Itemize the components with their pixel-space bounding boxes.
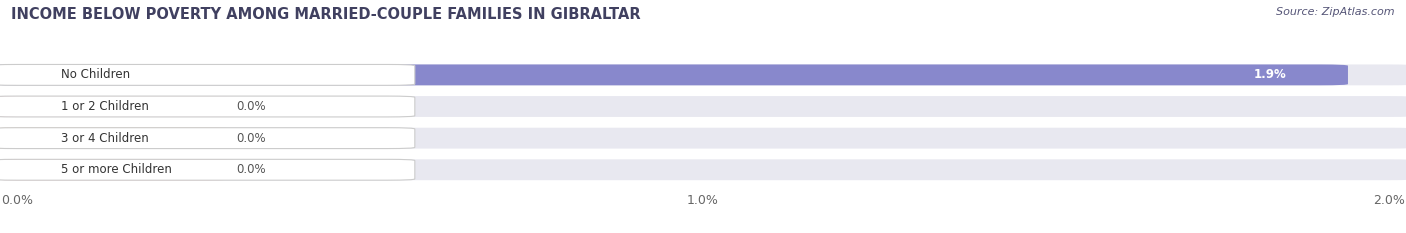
FancyBboxPatch shape: [0, 65, 415, 85]
FancyBboxPatch shape: [0, 128, 415, 149]
Text: No Children: No Children: [62, 69, 131, 81]
FancyBboxPatch shape: [0, 96, 236, 117]
FancyBboxPatch shape: [0, 96, 415, 117]
Text: 5 or more Children: 5 or more Children: [62, 163, 172, 176]
FancyBboxPatch shape: [0, 96, 1406, 117]
Text: 1 or 2 Children: 1 or 2 Children: [62, 100, 149, 113]
Text: INCOME BELOW POVERTY AMONG MARRIED-COUPLE FAMILIES IN GIBRALTAR: INCOME BELOW POVERTY AMONG MARRIED-COUPL…: [11, 7, 641, 22]
Text: Source: ZipAtlas.com: Source: ZipAtlas.com: [1277, 7, 1395, 17]
FancyBboxPatch shape: [0, 128, 1406, 149]
Text: 0.0%: 0.0%: [236, 163, 266, 176]
Text: 1.9%: 1.9%: [1254, 69, 1286, 81]
Text: 0.0%: 0.0%: [236, 132, 266, 145]
FancyBboxPatch shape: [0, 159, 236, 180]
FancyBboxPatch shape: [0, 159, 1406, 180]
Text: 3 or 4 Children: 3 or 4 Children: [62, 132, 149, 145]
FancyBboxPatch shape: [0, 159, 415, 180]
FancyBboxPatch shape: [0, 65, 1406, 85]
Text: 0.0%: 0.0%: [236, 100, 266, 113]
FancyBboxPatch shape: [0, 128, 236, 149]
FancyBboxPatch shape: [0, 65, 1348, 85]
